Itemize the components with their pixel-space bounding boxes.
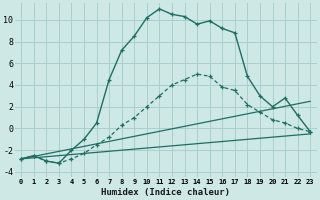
X-axis label: Humidex (Indice chaleur): Humidex (Indice chaleur): [101, 188, 230, 197]
